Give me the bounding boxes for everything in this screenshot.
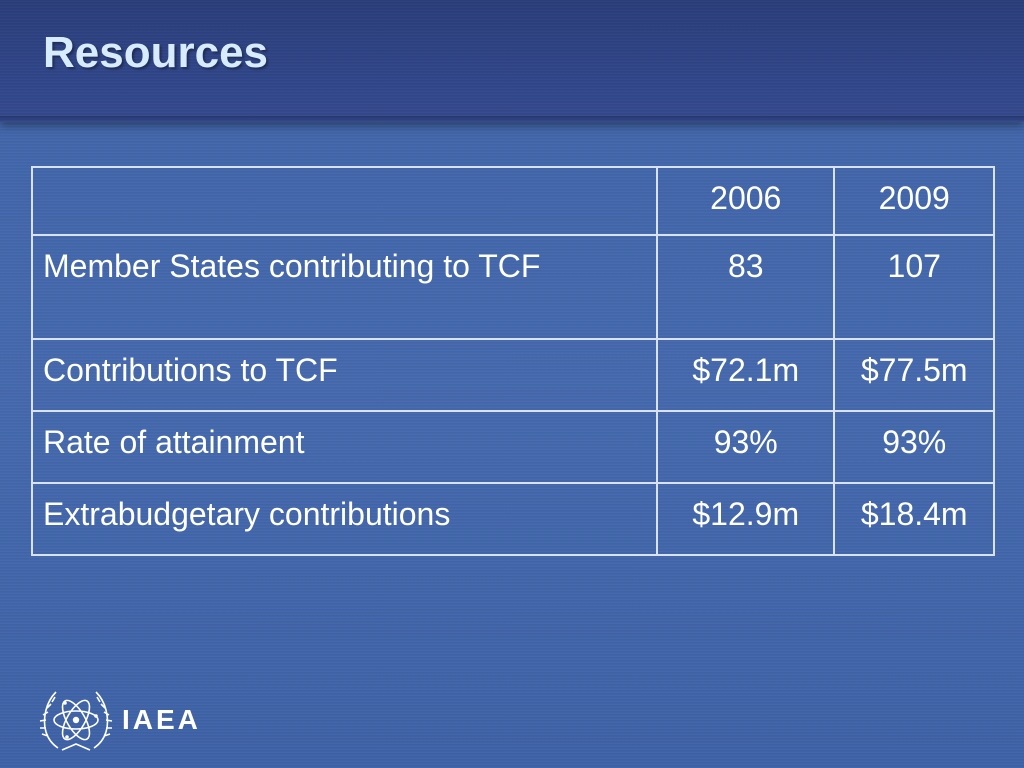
value-cell: 83 — [656, 234, 836, 340]
value-cell: 107 — [833, 234, 995, 340]
table-row: Member States contributing to TCF 83 107 — [30, 234, 995, 340]
row-label: Rate of attainment — [30, 410, 659, 484]
table-header-cell — [30, 166, 659, 236]
value-cell: $18.4m — [833, 482, 995, 556]
iaea-logo: IAEA — [38, 684, 228, 756]
row-label: Member States contributing to TCF — [30, 234, 659, 340]
row-label: Contributions to TCF — [30, 338, 659, 412]
table-row: Contributions to TCF $72.1m $77.5m — [30, 338, 995, 412]
table-header-cell: 2009 — [833, 166, 995, 236]
value-cell: $77.5m — [833, 338, 995, 412]
table-header-cell: 2006 — [656, 166, 836, 236]
table-row: Rate of attainment 93% 93% — [30, 410, 995, 484]
logo-wordmark: IAEA — [122, 704, 201, 735]
iaea-emblem-icon — [39, 691, 113, 751]
value-cell: 93% — [833, 410, 995, 484]
table-header-row: 2006 2009 — [30, 166, 995, 236]
slide-title: Resources — [43, 28, 269, 77]
row-label: Extrabudgetary contributions — [30, 482, 659, 556]
value-cell: 93% — [656, 410, 836, 484]
title-band: Resources — [0, 0, 1024, 122]
table-row: Extrabudgetary contributions $12.9m $18.… — [30, 482, 995, 556]
value-cell: $72.1m — [656, 338, 836, 412]
value-cell: $12.9m — [656, 482, 836, 556]
resources-table: 2006 2009 Member States contributing to … — [30, 166, 995, 556]
